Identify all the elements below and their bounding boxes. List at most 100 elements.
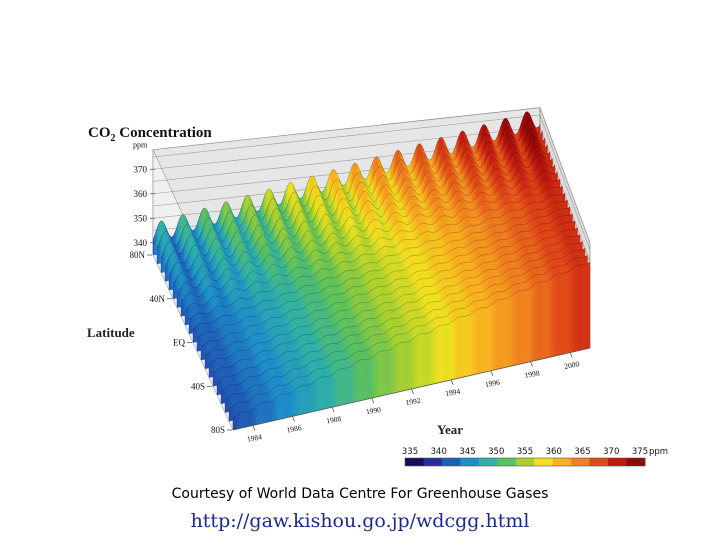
caption: Courtesy of World Data Centre For Greenh… (171, 486, 549, 502)
colorbar-tick-label: 375 (632, 447, 648, 457)
surface-cell (553, 275, 556, 357)
surface-cell (399, 342, 402, 392)
surface-cell (441, 324, 444, 383)
surface-cell (254, 405, 257, 426)
source-url[interactable]: http://gaw.kishou.go.jp/wdcgg.html (190, 510, 530, 532)
colorbar-swatch (534, 458, 554, 466)
surface-cell (282, 393, 285, 419)
surface-cell (230, 405, 233, 422)
surface-cell (188, 317, 191, 334)
surface-cell (455, 317, 458, 380)
ridge-outline (156, 119, 543, 249)
surface-cell (218, 379, 221, 395)
surface-cell (356, 360, 359, 402)
surface-cell (414, 335, 417, 389)
surface-cell (558, 273, 561, 356)
co2-surface-chart: CO2 Concentration 340350360370ppm80N40NE… (87, 107, 668, 467)
surface-cell (449, 322, 452, 381)
surface-cell (307, 384, 310, 414)
year-tick (292, 416, 295, 422)
surface-cell (413, 336, 415, 389)
surface-cell (290, 391, 293, 417)
surface-cell (198, 334, 201, 352)
surface-cell (426, 332, 429, 386)
surface-cell (454, 318, 457, 380)
latitude-tick-label: 80S (211, 425, 225, 435)
year-tick-label: 1992 (405, 396, 422, 408)
surface-cell (484, 307, 487, 373)
surface-cell (533, 283, 536, 362)
surface-cell (285, 393, 288, 419)
surface-cell (298, 385, 302, 416)
surface-cell (315, 378, 318, 412)
z-unit-label: ppm (133, 141, 148, 150)
surface-cell (313, 380, 316, 412)
surface-cell (520, 290, 523, 365)
surface-cell (406, 341, 409, 391)
surface-cell (409, 339, 412, 390)
surface-cell (341, 367, 344, 406)
ridge-outline (152, 111, 541, 241)
surface-cell (267, 401, 270, 423)
year-tick (569, 352, 573, 358)
surface-cell (560, 272, 563, 356)
surface-cell (202, 343, 205, 360)
surface-cell (497, 299, 500, 370)
year-tick-label: 1990 (365, 405, 382, 417)
surface-cell (389, 348, 392, 395)
surface-cell (424, 333, 427, 387)
colorbar-tick-label: 355 (517, 447, 533, 457)
year-tick (371, 397, 375, 404)
surface-cell (383, 350, 386, 396)
surface-cell (331, 372, 335, 408)
colorbar-swatch (423, 458, 443, 466)
chart-title: CO2 Concentration (88, 125, 212, 144)
surface-cell (292, 390, 295, 417)
colorbar-tick-label: 360 (546, 447, 562, 457)
surface-cell (262, 402, 265, 424)
surface-cell (493, 301, 496, 371)
surface-cell (355, 361, 358, 403)
surface-cell (220, 389, 223, 405)
surface-cell (260, 402, 264, 424)
surface-cell (186, 306, 189, 325)
surface-cell (530, 286, 533, 362)
surface-cell (252, 407, 255, 426)
surface-cell (545, 280, 548, 359)
surface-cell (247, 410, 250, 427)
surface-cell (401, 342, 404, 392)
surface-cell (269, 401, 272, 422)
surface-cell (280, 394, 283, 420)
z-tick-label: 370 (134, 164, 148, 174)
colorbar-tick-label: 345 (459, 447, 475, 457)
surface-cell (477, 307, 480, 375)
surface-cell (184, 308, 187, 326)
year-tick-label: 1994 (445, 387, 462, 399)
surface-cell (408, 340, 410, 391)
surface-cell (338, 368, 341, 406)
surface-cell (451, 320, 453, 381)
surface-cell (474, 309, 477, 375)
surface-cell (470, 312, 473, 376)
surface-cell (196, 336, 199, 352)
surface-cell (532, 285, 534, 362)
surface-cell (234, 414, 237, 430)
surface-cell (250, 408, 254, 427)
surface-cell (335, 370, 338, 407)
surface-cell (568, 270, 571, 354)
surface-cell (581, 264, 584, 351)
surface-cell (351, 364, 354, 403)
year-tick-label: 1986 (286, 423, 303, 435)
colorbar-swatch (497, 458, 517, 466)
surface-cell (295, 387, 298, 416)
surface-cell (550, 277, 553, 358)
surface-cell (571, 267, 574, 353)
surface-cell (373, 354, 376, 398)
surface-cell (429, 330, 432, 386)
surface-cell (555, 274, 558, 357)
z-tick-label: 350 (134, 213, 148, 223)
surface-cell (563, 272, 566, 355)
surface-cell (216, 380, 219, 396)
surface-cell (465, 315, 468, 377)
surface-cell (459, 316, 462, 379)
